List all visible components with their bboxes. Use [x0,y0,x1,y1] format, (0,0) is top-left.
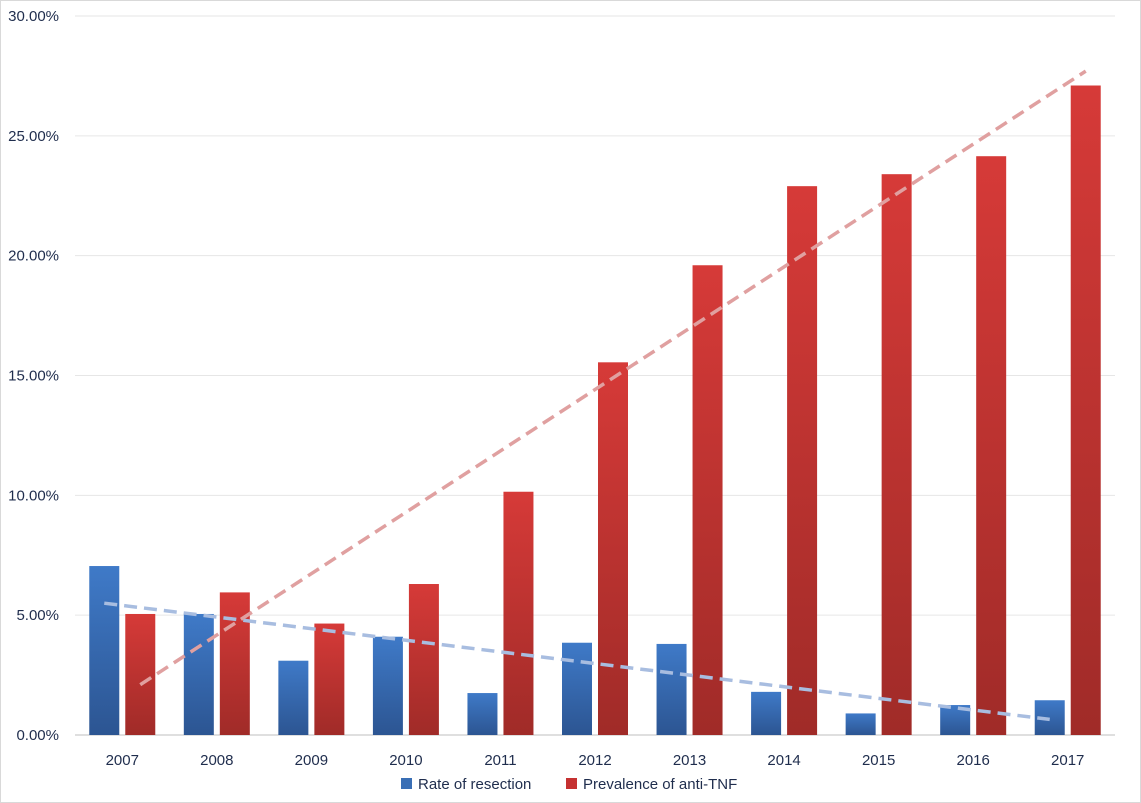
y-tick-label: 0.00% [16,727,59,744]
x-tick-label: 2012 [578,752,611,769]
y-tick-label: 15.00% [8,368,59,385]
bar-resection [656,643,687,735]
y-tick-label: 20.00% [8,248,59,265]
y-tick-label: 25.00% [8,128,59,145]
x-tick-label: 2011 [484,752,516,769]
bar-resection [89,566,120,735]
y-tick-label: 5.00% [16,607,59,624]
bar-anti-tnf [408,584,439,735]
bar-anti-tnf [219,592,250,735]
bar-anti-tnf [881,174,912,735]
x-tick-label: 2017 [1051,752,1084,769]
bar-anti-tnf [976,156,1007,735]
bar-resection [183,613,214,735]
bar-resection [278,660,309,735]
x-tick-label: 2014 [767,752,800,769]
x-tick-label: 2010 [389,752,422,769]
bars [89,85,1101,735]
bar-anti-tnf [503,491,534,735]
y-tick-label: 30.00% [8,8,59,25]
legend: Rate of resection Prevalence of anti-TNF [401,776,737,793]
bar-anti-tnf [692,265,723,735]
x-tick-label: 2013 [673,752,706,769]
bar-anti-tnf [125,613,156,735]
x-tick-label: 2007 [106,752,139,769]
bar-resection [372,636,403,735]
trendline-anti-tnf [139,69,1087,687]
bar-resection [562,642,592,735]
bar-anti-tnf [314,623,345,735]
legend-swatch-anti-tnf [566,778,577,789]
x-tick-label: 2016 [956,752,989,769]
y-tick-label: 10.00% [8,487,59,504]
legend-label-resection: Rate of resection [418,776,531,793]
x-tick-label: 2009 [295,752,328,769]
legend-swatch-resection [401,778,412,789]
bar-anti-tnf [787,186,818,735]
bar-anti-tnf [598,362,628,735]
trendlines [104,69,1087,722]
bar-anti-tnf [1070,85,1101,735]
bar-resection [467,693,498,735]
legend-label-anti-tnf: Prevalence of anti-TNF [583,776,737,793]
bar-resection [751,691,782,735]
x-tick-label: 2015 [862,752,895,769]
x-tick-label: 2008 [200,752,233,769]
bar-resection [845,713,876,735]
